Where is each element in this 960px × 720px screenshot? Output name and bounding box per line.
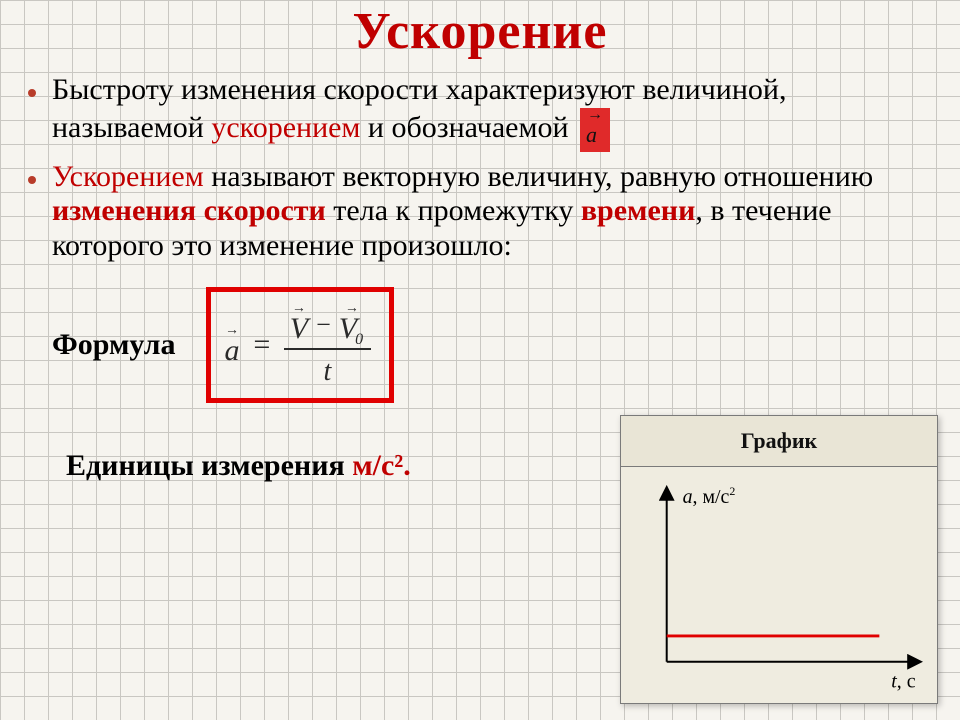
fraction: → V − → V0 t xyxy=(284,302,371,388)
vector-a: → a xyxy=(225,324,240,366)
page-title: Ускорение xyxy=(28,0,932,65)
formula-row: Формула → a = → V − → V0 xyxy=(28,287,932,403)
bullet-2-text: Ускорением называют векторную величину, … xyxy=(52,160,932,264)
symbol-v: V xyxy=(290,314,308,344)
text-run: называют векторную величину, равную отно… xyxy=(204,160,873,193)
units-label: Единицы измерения xyxy=(66,449,352,482)
numerator: → V − → V0 xyxy=(284,302,371,348)
vector-a-badge xyxy=(580,108,610,152)
y-axis-label: a, м/с2 xyxy=(683,484,736,508)
chart-panel: График a, м/с2 t, с xyxy=(620,415,938,704)
vector-v: → V xyxy=(290,302,308,344)
subscript-0: 0 xyxy=(355,331,363,348)
slide-content: Ускорение Быстроту изменения скорости ха… xyxy=(0,0,960,483)
text-run-red-bold: изменения скорости xyxy=(52,194,326,227)
text-run-red-bold: времени xyxy=(581,194,696,227)
chart-body: a, м/с2 t, с xyxy=(621,467,937,703)
bullet-1-text: Быстроту изменения скорости характеризую… xyxy=(52,73,932,152)
symbol-a: a xyxy=(225,336,240,366)
text-run-red: ускорением xyxy=(211,110,360,143)
x-axis-label: t, с xyxy=(891,671,915,693)
formula-label: Формула xyxy=(52,328,176,362)
vector-v0: → V0 xyxy=(339,302,365,344)
formula-box: → a = → V − → V0 t xyxy=(206,287,395,403)
symbol-v0: V0 xyxy=(339,314,365,344)
text-run: тела к промежутку xyxy=(326,194,581,227)
text-run: и обозначаемой xyxy=(360,110,576,143)
equals-sign: = xyxy=(252,328,272,362)
minus-sign: − xyxy=(316,310,331,344)
units-value: м/с². xyxy=(352,449,411,482)
chart-svg: a, м/с2 t, с xyxy=(621,467,937,702)
bullet-dot xyxy=(28,176,36,184)
chart-header: График xyxy=(621,416,937,467)
text-run-red: Ускорением xyxy=(52,160,204,193)
bullet-1: Быстроту изменения скорости характеризую… xyxy=(28,73,932,152)
denominator: t xyxy=(324,350,332,388)
bullet-dot xyxy=(28,89,36,97)
bullet-2: Ускорением называют векторную величину, … xyxy=(28,160,932,264)
